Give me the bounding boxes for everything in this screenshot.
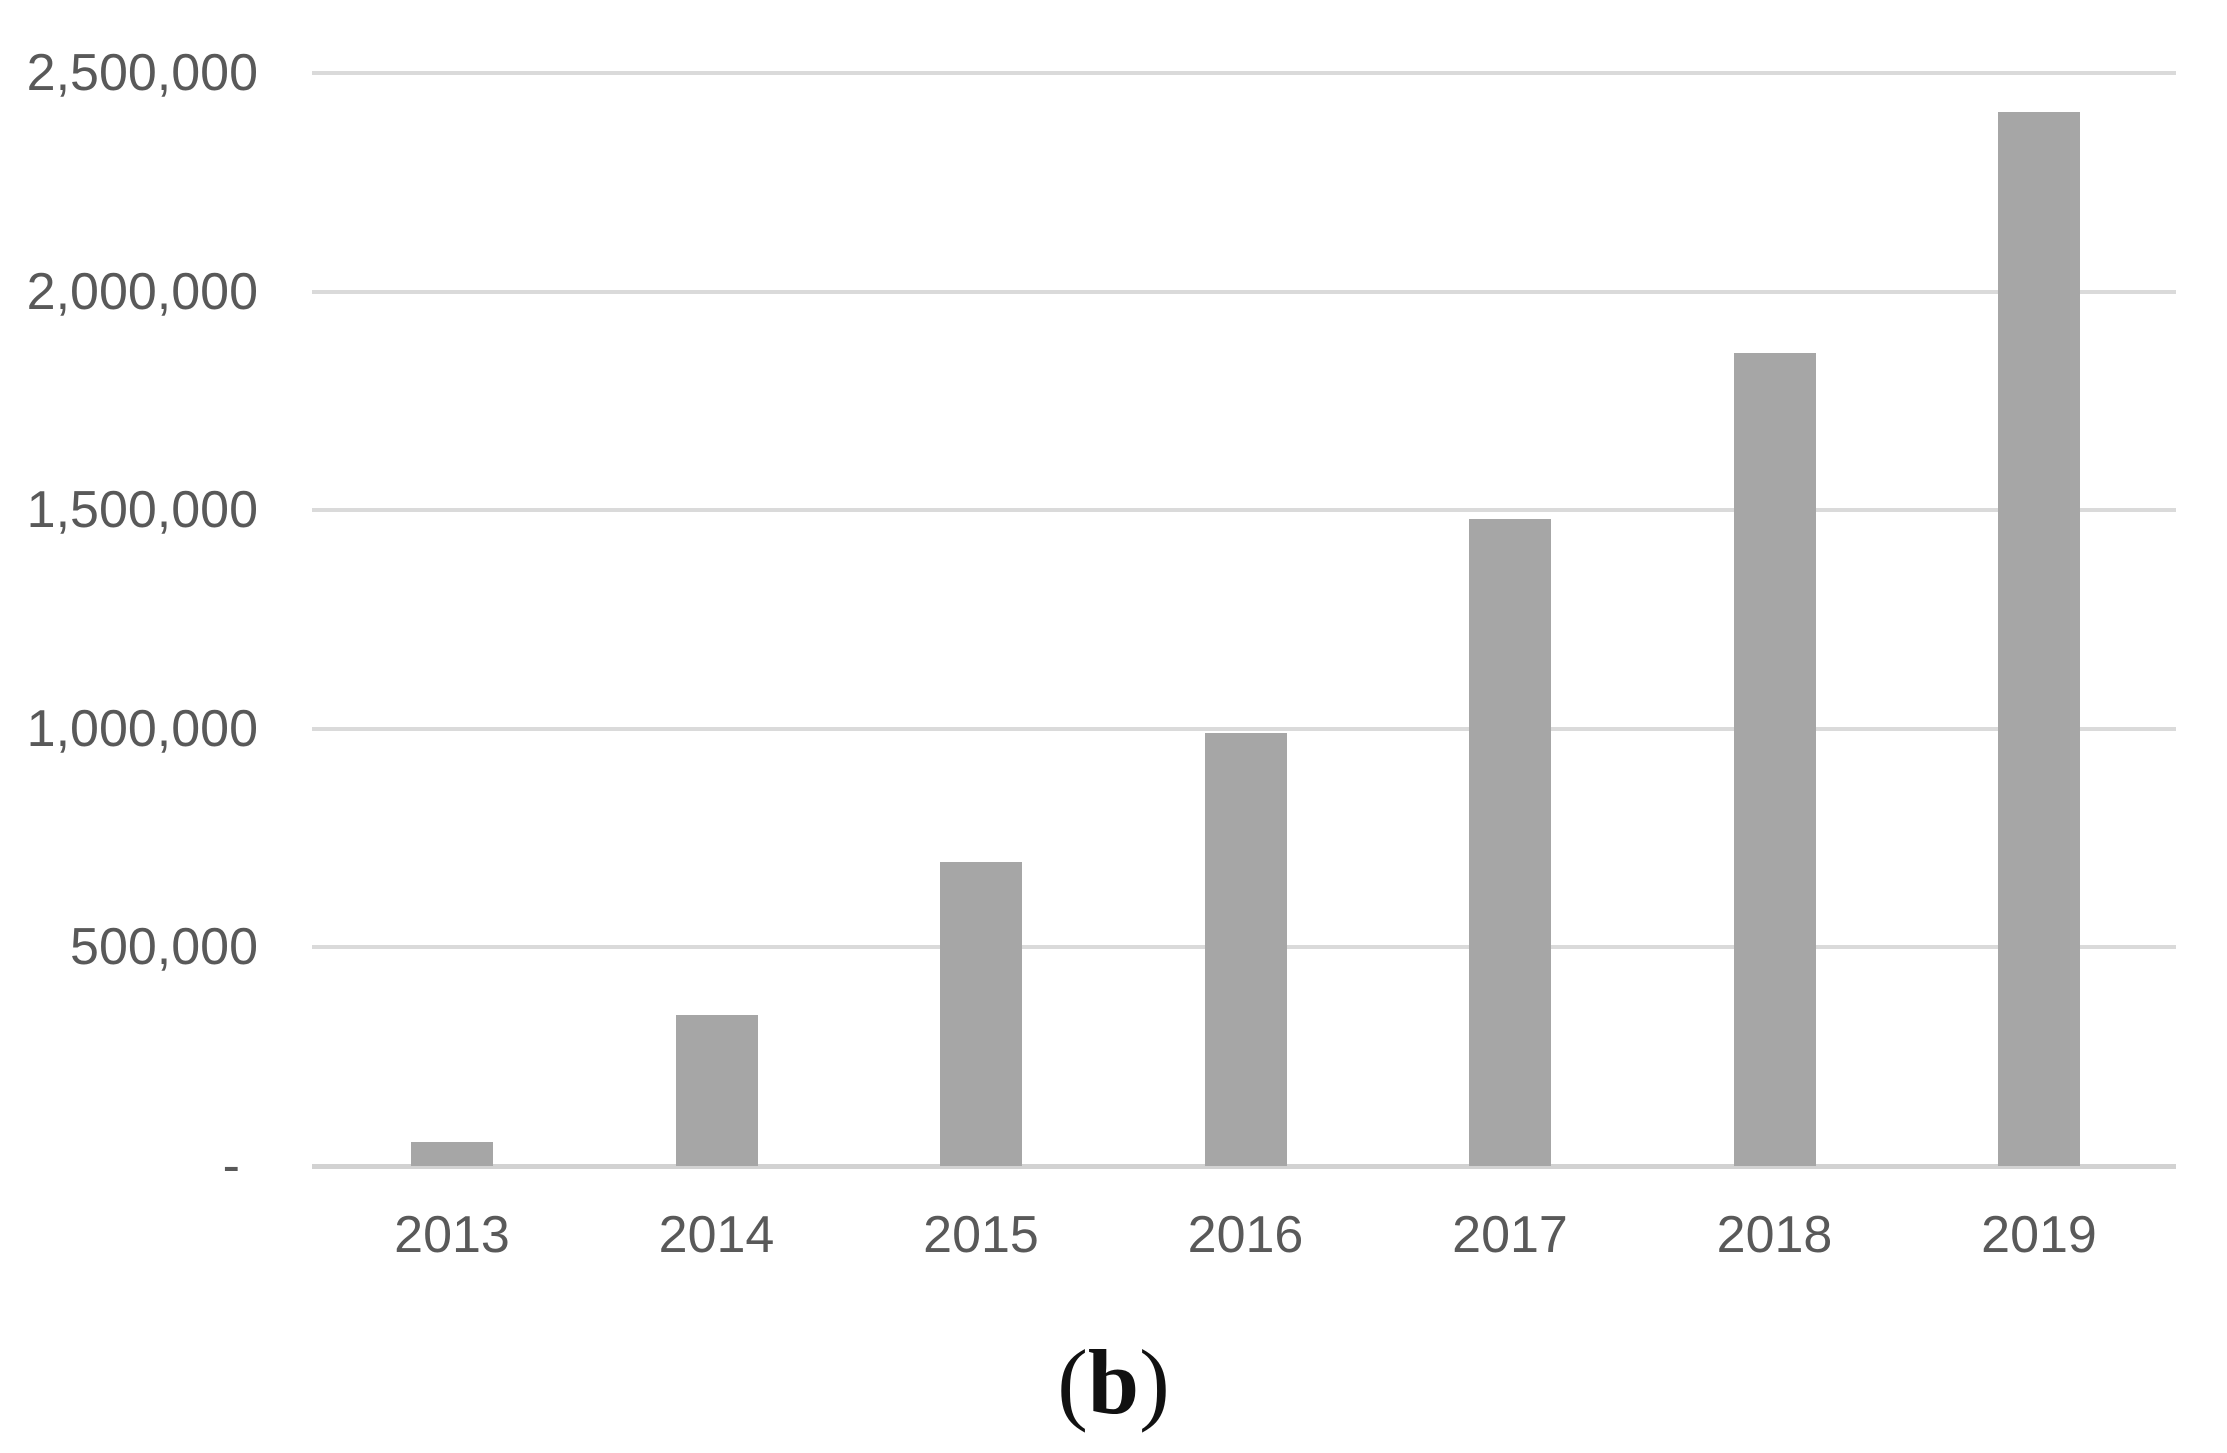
x-axis-baseline — [312, 1163, 2176, 1169]
y-axis-tick-label: 500,000 — [70, 918, 258, 977]
caption-close-paren: ) — [1139, 1331, 1170, 1433]
y-axis-tick-label: 2,500,000 — [26, 44, 258, 102]
y-axis-tick-label: 2,000,000 — [26, 262, 258, 321]
gridline — [312, 508, 2176, 513]
bar-2018 — [1733, 353, 1816, 1166]
gridline — [312, 726, 2176, 731]
bar-2017 — [1469, 519, 1551, 1166]
bar-2019 — [1998, 112, 2080, 1166]
bar-2015 — [940, 862, 1022, 1166]
x-axis-tick-label: 2017 — [1452, 1206, 1568, 1264]
y-axis-tick-label: 1,500,000 — [26, 481, 258, 540]
figure-caption: (b) — [0, 1332, 2227, 1432]
x-axis-tick-label: 2013 — [394, 1206, 510, 1264]
x-axis-tick-label: 2015 — [923, 1206, 1039, 1264]
gridline — [312, 289, 2176, 294]
chart-plot-area — [312, 71, 2176, 1169]
bar-2016 — [1204, 733, 1287, 1166]
x-axis-tick-label: 2014 — [658, 1206, 775, 1264]
x-axis-tick-label: 2018 — [1716, 1206, 1833, 1264]
x-axis-tick-label: 2016 — [1187, 1206, 1304, 1264]
x-axis-tick-label: 2019 — [1981, 1206, 2097, 1264]
y-axis-tick-label: 1,000,000 — [26, 699, 258, 758]
bar-2013 — [411, 1142, 493, 1166]
caption-letter: b — [1087, 1331, 1140, 1433]
caption-open-paren: ( — [1057, 1331, 1088, 1433]
gridline — [312, 71, 2176, 75]
bar-2014 — [675, 1015, 758, 1166]
y-axis-tick-label: - — [222, 1137, 240, 1195]
